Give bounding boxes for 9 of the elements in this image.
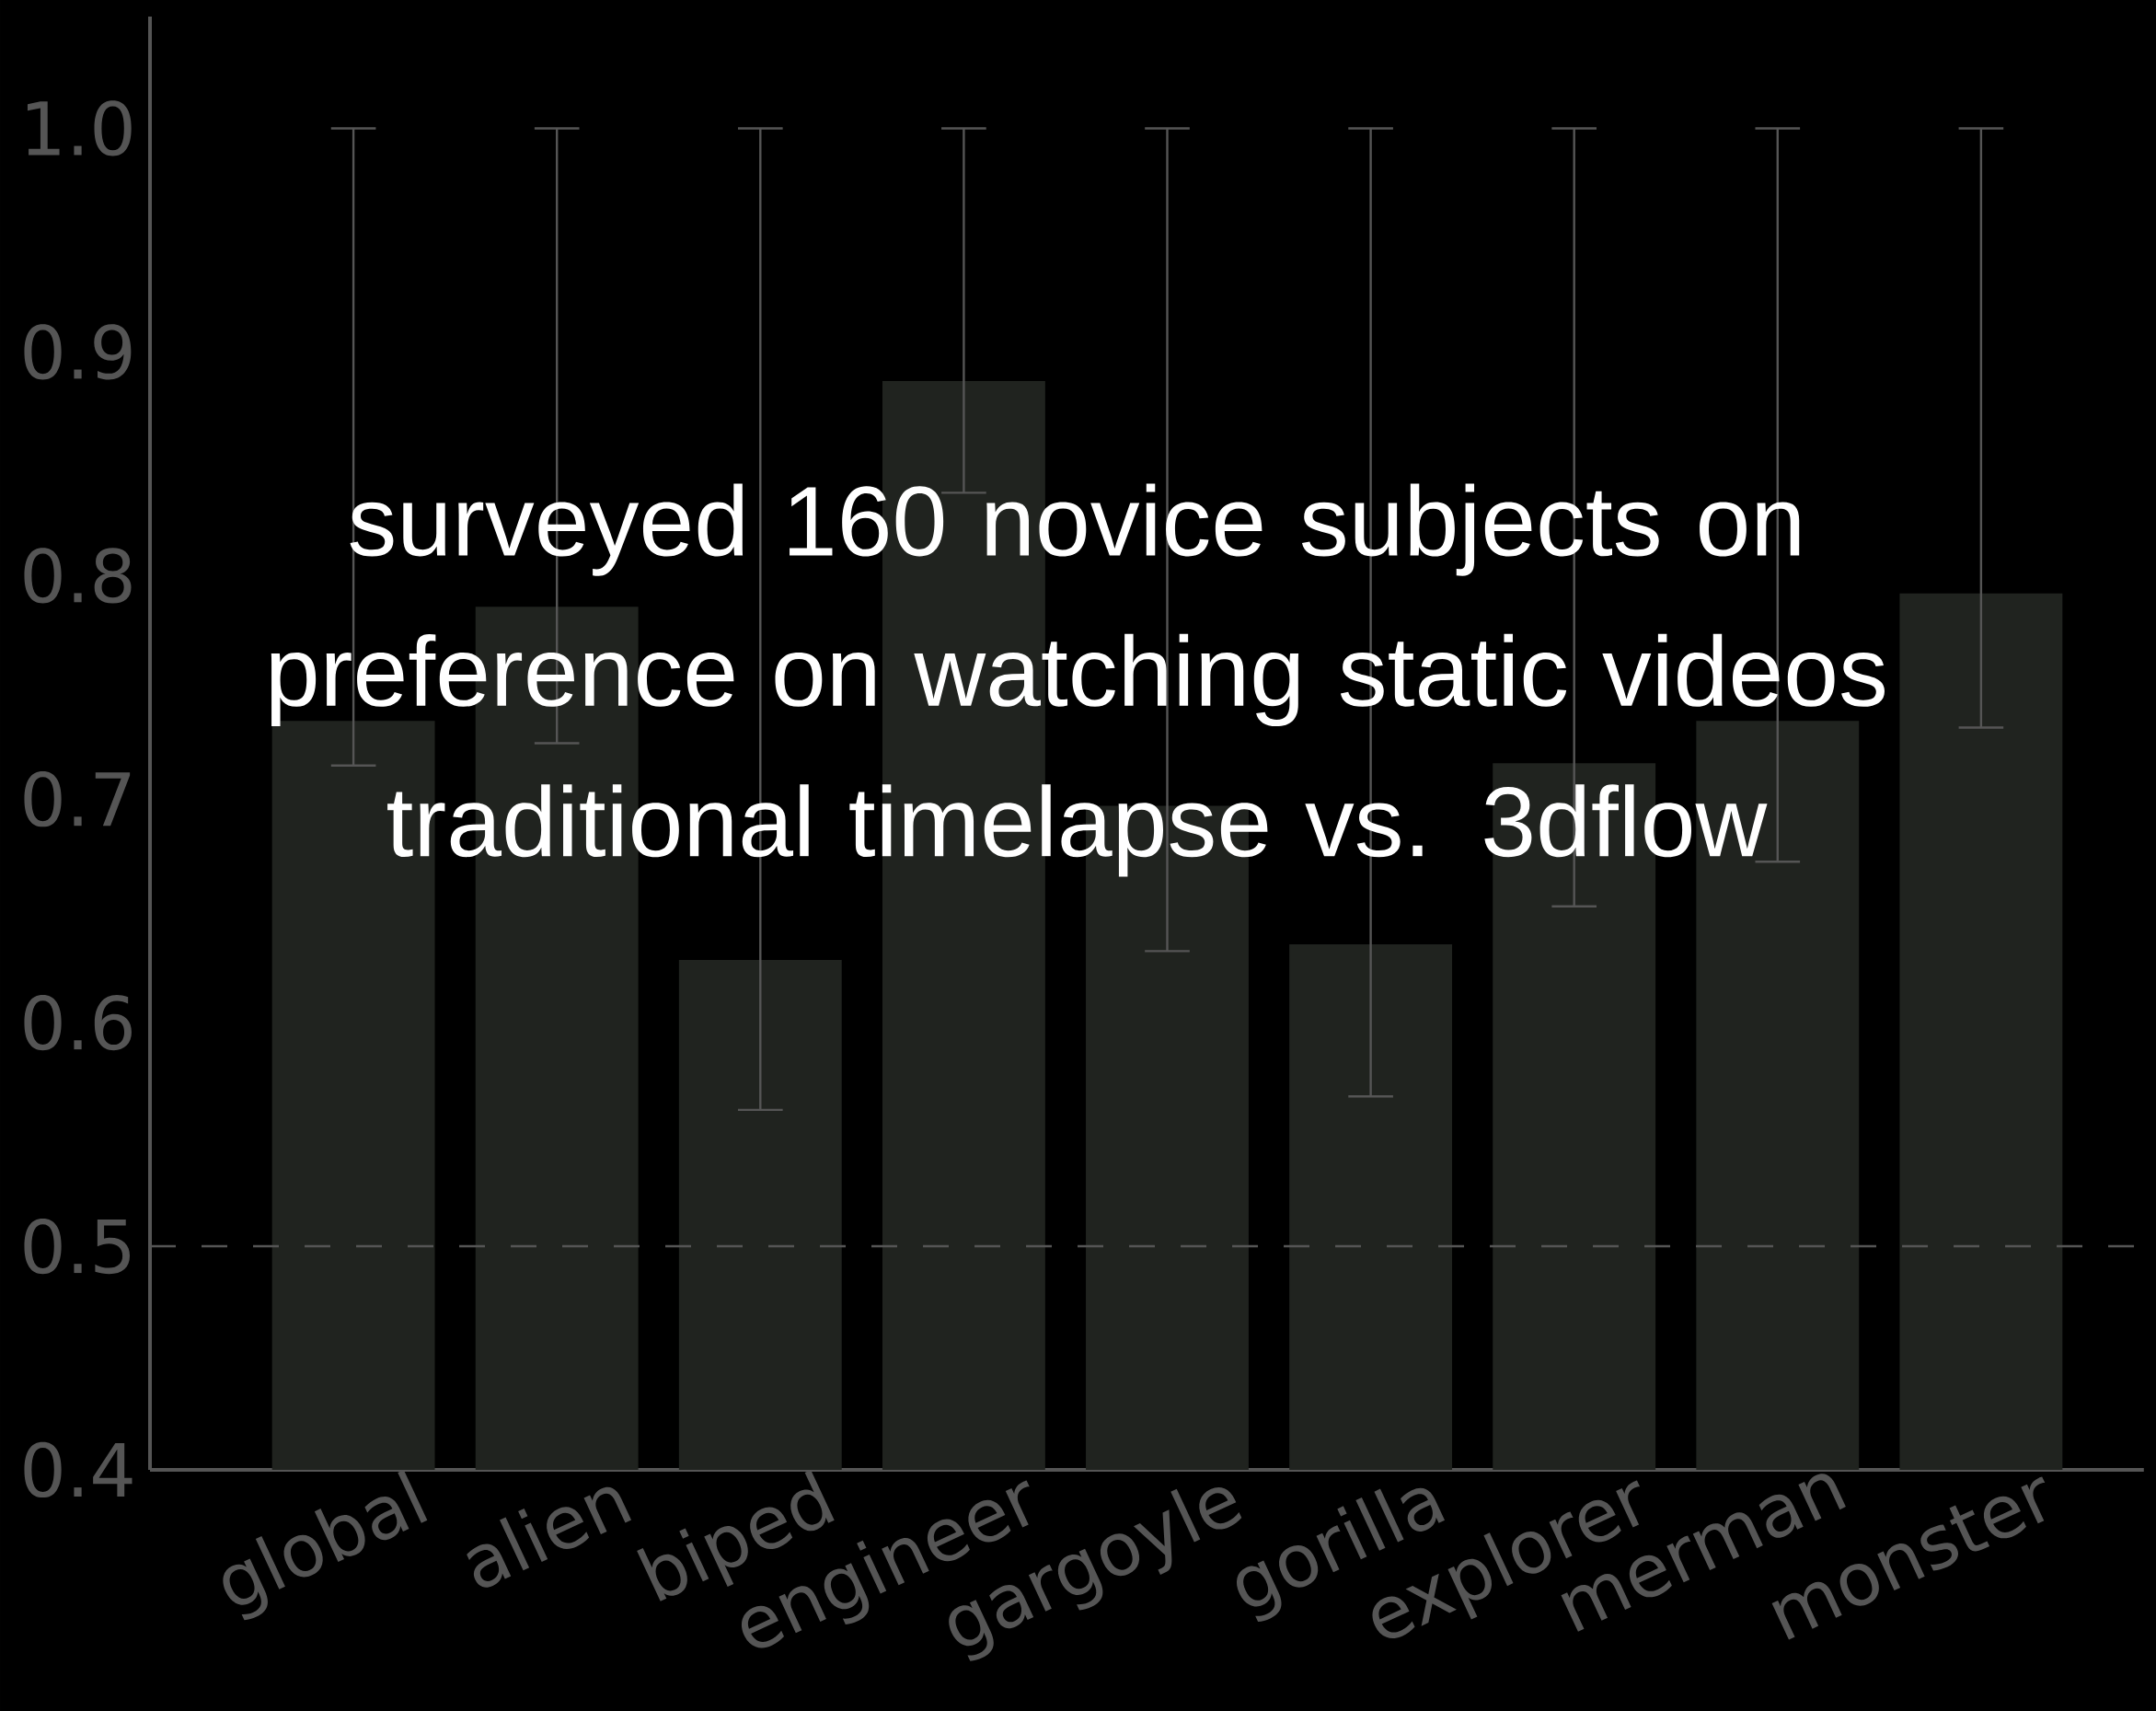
y-tick-label: 1.0	[27, 100, 132, 156]
x-tick-label: alien	[467, 1486, 632, 1588]
y-tick-label: 0.5	[24, 1218, 130, 1275]
y-tick-label: 0.9	[24, 324, 132, 380]
y-tick-label: 0.7	[24, 771, 131, 827]
annotation: surveyed 160 novice subjects on preference on watching static videos traditional timelapse vs. 3dflow	[271, 483, 1885, 877]
y-tick-label: 0.8	[24, 548, 132, 604]
y-tick-label: 0.6	[24, 994, 132, 1051]
y-tick-label: 0.4	[24, 1441, 133, 1498]
